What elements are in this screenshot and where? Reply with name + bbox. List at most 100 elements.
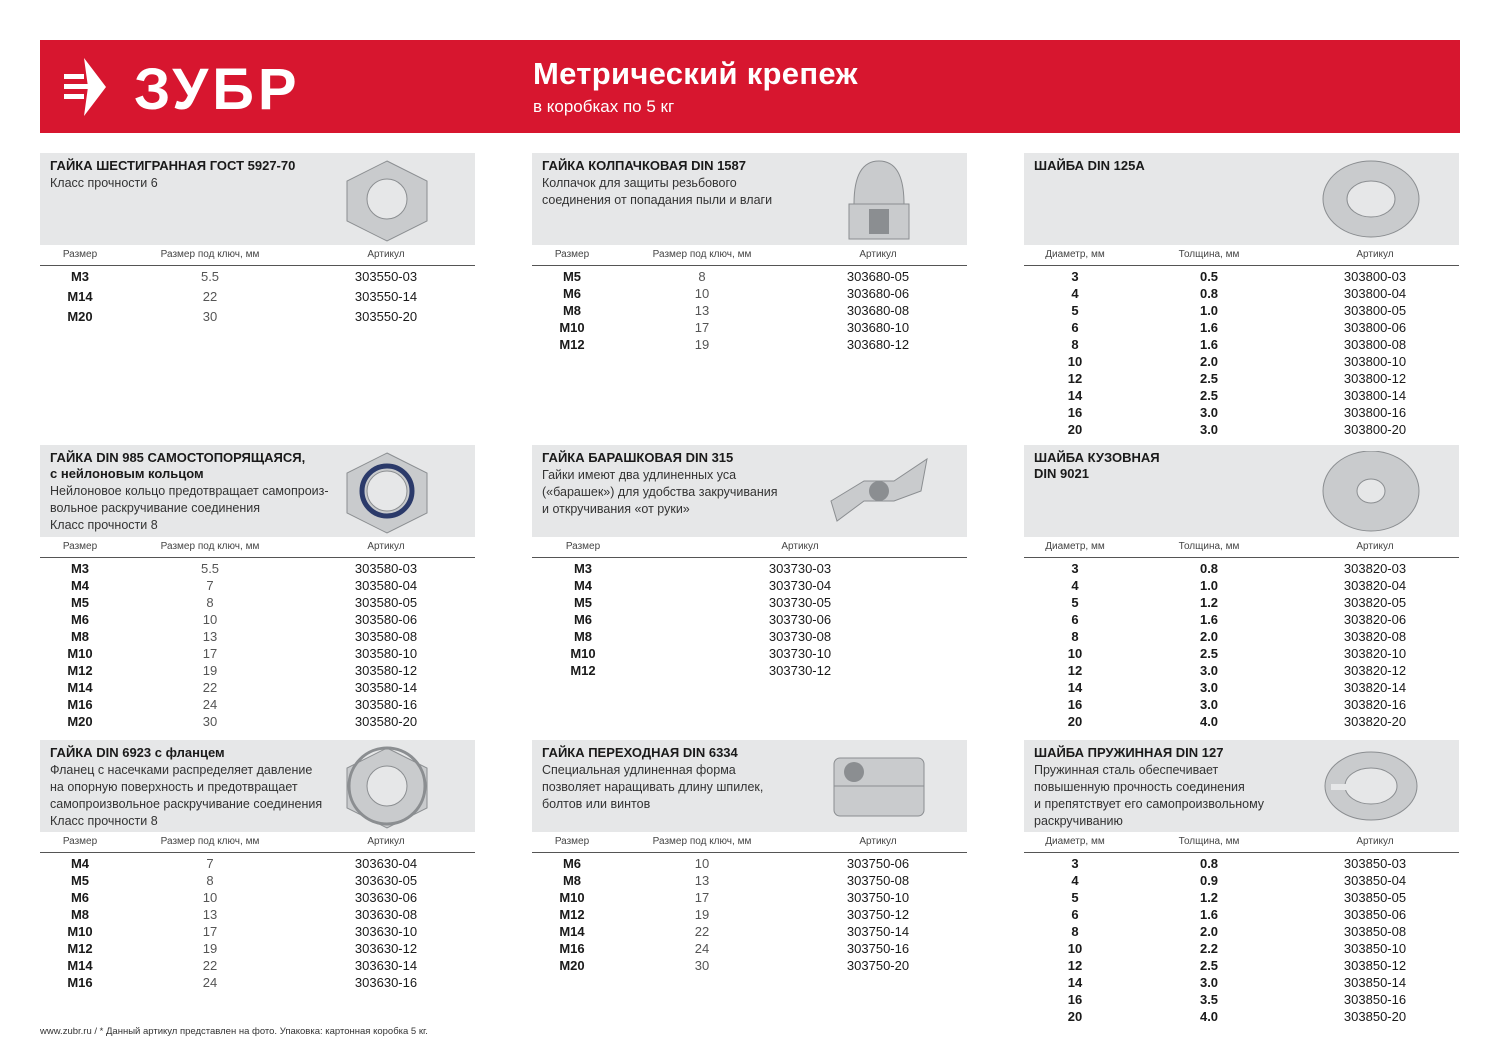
section-header: ГАЙКА DIN 985 САМОСТОПОРЯЩАЯСЯ, с нейлоно… (40, 445, 475, 537)
cell-value: 10 (202, 612, 218, 627)
cell-size: 5 (1071, 595, 1079, 610)
cell-value: 2.5 (1199, 958, 1219, 973)
section-description: Гайки имеют два удлиненных уса («барашек»… (542, 467, 778, 518)
product-section: ГАЙКА DIN 985 САМОСТОПОРЯЩАЯСЯ, с нейлоно… (40, 445, 475, 730)
cell-article: 303850-12 (1343, 958, 1407, 973)
cell-value: 0.8 (1199, 286, 1219, 301)
cell-value: 19 (694, 907, 710, 922)
cell-size: M8 (562, 303, 582, 318)
cell-value: 10 (202, 890, 218, 905)
cell-size: M16 (559, 941, 585, 956)
cell-article: 303800-06 (1343, 320, 1407, 335)
section-title-line: ГАЙКА DIN 6923 с фланцем (50, 745, 225, 760)
cell-value: 3.0 (1199, 697, 1219, 712)
table-row: M10 17 303680-10 (532, 319, 967, 336)
cell-value: 13 (694, 303, 710, 318)
cell-article: 303730-12 (768, 663, 832, 678)
cell-size: M6 (562, 856, 582, 871)
cell-size: M10 (67, 924, 93, 939)
cell-size: M4 (573, 578, 593, 593)
cell-size: M6 (70, 612, 90, 627)
table-row: M12 303730-12 (532, 662, 967, 679)
section-description: Фланец с насечками распределяет давление… (50, 762, 322, 830)
cell-article: 303850-08 (1343, 924, 1407, 939)
cell-value: 1.6 (1199, 612, 1219, 627)
cell-article: 303730-06 (768, 612, 832, 627)
cell-article: 303580-06 (354, 612, 418, 627)
table-row: 4 0.9 303850-04 (1024, 872, 1459, 889)
table-row: M14 22 303580-14 (40, 679, 475, 696)
table-row: M10 17 303750-10 (532, 889, 967, 906)
cell-value: 1.0 (1199, 303, 1219, 318)
cell-article: 303820-14 (1343, 680, 1407, 695)
cell-value: 2.0 (1199, 354, 1219, 369)
table-row: M5 8 303580-05 (40, 594, 475, 611)
cell-article: 303850-04 (1343, 873, 1407, 888)
cell-size: 6 (1071, 320, 1079, 335)
cell-value: 2.0 (1199, 924, 1219, 939)
section-header: ШАЙБА DIN 125A (1024, 153, 1459, 245)
cell-article: 303750-16 (846, 941, 910, 956)
column-header: Артикул (367, 836, 405, 847)
product-section: ГАЙКА БАРАШКОВАЯ DIN 315 Гайки имеют два … (532, 445, 967, 679)
cell-size: 20 (1067, 1009, 1083, 1024)
cell-size: 3 (1071, 856, 1079, 871)
cell-article: 303730-08 (768, 629, 832, 644)
table-row: 14 2.5 303800-14 (1024, 387, 1459, 404)
description-line: самопроизвольное раскручивание соединени… (50, 797, 323, 811)
cell-size: M3 (573, 561, 593, 576)
table-row: M14 22 303630-14 (40, 957, 475, 974)
cell-size: M5 (70, 873, 90, 888)
cell-size: 14 (1067, 975, 1083, 990)
table-row: 3 0.8 303820-03 (1024, 560, 1459, 577)
cell-value: 0.8 (1199, 561, 1219, 576)
description-line: на опорную поверхность и предотвращает (50, 780, 298, 794)
cell-article: 303630-10 (354, 924, 418, 939)
cell-value: 5.5 (200, 561, 220, 576)
cell-size: 20 (1067, 422, 1083, 437)
cell-value: 4.0 (1199, 714, 1219, 729)
column-header: Толщина, мм (1178, 541, 1240, 552)
cell-article: 303850-14 (1343, 975, 1407, 990)
cell-article: 303820-05 (1343, 595, 1407, 610)
description-line: вольное раскручивание соединения (50, 501, 261, 515)
cell-article: 303630-04 (354, 856, 418, 871)
column-header: Диаметр, мм (1045, 541, 1105, 552)
cell-value: 30 (202, 714, 218, 729)
cell-article: 303680-08 (846, 303, 910, 318)
cell-value: 1.6 (1199, 320, 1219, 335)
cell-size: 4 (1071, 873, 1079, 888)
cell-size: 16 (1067, 697, 1083, 712)
cell-size: M6 (70, 890, 90, 905)
cell-size: M10 (67, 646, 93, 661)
column-header: Артикул (1356, 836, 1394, 847)
cell-size: 10 (1067, 354, 1083, 369)
cell-size: M5 (70, 595, 90, 610)
table-row: 3 0.5 303800-03 (1024, 268, 1459, 285)
column-header: Диаметр, мм (1045, 249, 1105, 260)
description-line: болтов или винтов (542, 797, 651, 811)
description-line: Класс прочности 8 (50, 814, 158, 828)
section-title: ГАЙКА ШЕСТИГРАННАЯ ГОСТ 5927-70 (50, 158, 295, 174)
cell-value: 0.8 (1199, 856, 1219, 871)
cell-size: 6 (1071, 612, 1079, 627)
table-row: 12 2.5 303850-12 (1024, 957, 1459, 974)
cell-size: M6 (562, 286, 582, 301)
cell-article: 303550-14 (354, 289, 418, 304)
cell-size: 14 (1067, 680, 1083, 695)
cell-value: 10 (694, 856, 710, 871)
cell-article: 303730-04 (768, 578, 832, 593)
table-row: M6 10 303580-06 (40, 611, 475, 628)
cell-size: 5 (1071, 303, 1079, 318)
column-header: Размер (62, 836, 98, 847)
table-row: 10 2.0 303800-10 (1024, 353, 1459, 370)
product-section: ГАЙКА ШЕСТИГРАННАЯ ГОСТ 5927-70 Класс про… (40, 153, 475, 328)
cell-size: M20 (67, 309, 93, 324)
column-header: Артикул (859, 249, 897, 260)
column-header: Размер (62, 541, 98, 552)
cell-size: M10 (559, 890, 585, 905)
cell-value: 30 (202, 309, 218, 324)
cell-article: 303630-06 (354, 890, 418, 905)
cell-value: 3.0 (1199, 405, 1219, 420)
table-row: M10 303730-10 (532, 645, 967, 662)
